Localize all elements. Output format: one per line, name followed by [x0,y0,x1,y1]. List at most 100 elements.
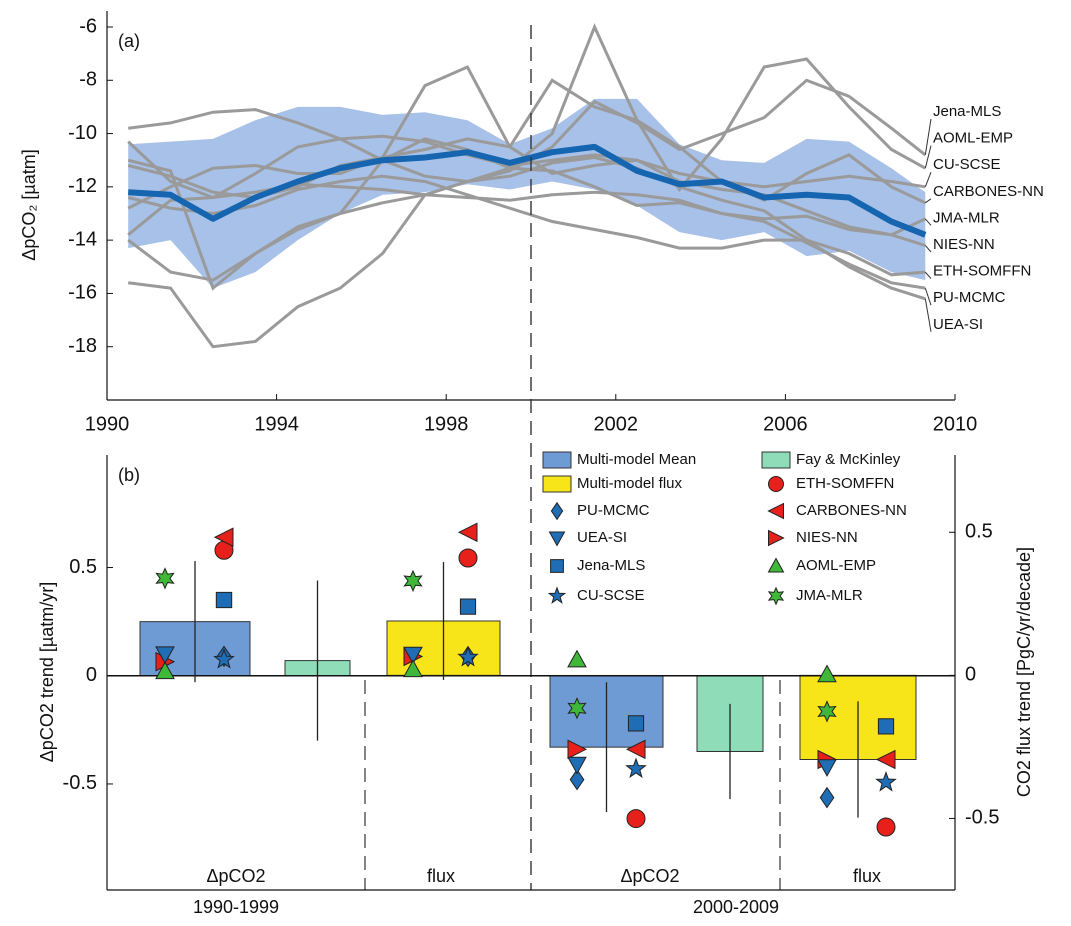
model-line [127,182,926,237]
y2-axis-label: CO2 flux trend [PgC/yr/decade] [1014,547,1034,797]
y-tick-label: -16 [68,282,97,304]
model-marker [817,700,837,723]
model-label: ETH-SOMFFN [933,263,1031,280]
x-tick-label: 1998 [424,413,469,435]
leader-line [924,218,932,226]
x-tick-label: 2010 [933,413,978,435]
model-marker [458,548,478,568]
model-marker [875,771,897,792]
y-tick-label: -12 [68,175,97,197]
x-tick-label: 2002 [594,413,639,435]
y2-tick-label: 0.5 [965,521,993,543]
legend-label: ETH-SOMFFN [796,475,894,492]
y-tick-label: -6 [79,15,97,37]
y-axis-label: ΔpCO₂ [µatm] [19,149,39,260]
legend-marker [768,476,784,492]
leader-line [924,118,932,155]
legend-marker [550,559,564,573]
y2-tick-label: 0 [965,664,976,686]
panel-label: (a) [118,31,140,51]
model-marker [625,739,646,760]
model-marker [457,522,478,543]
model-marker [626,809,646,829]
model-marker [215,591,233,609]
group-label: ΔpCO2 [206,866,265,886]
legend-label: PU-MCMC [577,502,650,519]
y-tick-label: -14 [68,228,97,250]
legend-swatch [542,451,572,469]
model-marker [569,768,585,791]
leader-line [924,271,932,279]
leader-line [924,172,932,188]
x-tick-label: 2006 [763,413,808,435]
model-label: CU-SCSE [933,156,1001,173]
model-label: CARBONES-NN [933,183,1044,200]
legend-marker [548,531,566,547]
model-label: Jena-MLS [933,103,1001,120]
legend-label: Multi-model Mean [577,451,696,468]
legend-label: Multi-model flux [577,475,683,492]
model-marker [567,756,587,775]
model-marker [567,649,587,668]
model-marker [213,648,235,669]
model-marker [567,697,587,720]
model-label: PU-MCMC [933,289,1006,306]
x-tick-label: 1994 [254,413,299,435]
legend-label: Jena-MLS [577,557,645,574]
legend-label: AOML-EMP [796,557,876,574]
model-marker [567,739,588,760]
y-tick-label: -8 [79,69,97,91]
group-label: flux [853,866,881,886]
legend-marker [767,586,785,606]
y2-tick-label: -0.5 [965,807,999,829]
model-marker [876,817,896,837]
model-marker [817,664,837,683]
model-label: UEA-SI [933,316,983,333]
leader-line [925,198,932,204]
group-label: flux [427,866,455,886]
legend-label: NIES-NN [796,529,858,546]
legend-marker [768,529,785,547]
legend-swatch [761,451,791,469]
model-marker [875,749,896,770]
legend-marker [547,586,567,604]
y-tick-label: 0.5 [69,556,97,578]
legend-label: JMA-MLR [796,587,863,604]
panel-label: (b) [118,465,140,485]
leader-line [924,287,932,306]
model-marker [457,645,479,667]
model-marker [403,659,423,678]
spread-band [128,98,926,289]
y-tick-label: -10 [68,122,97,144]
model-marker [403,646,423,665]
model-label: AOML-EMP [933,130,1013,147]
x-tick-label: 1990 [85,413,130,435]
model-marker [625,757,647,778]
group-label: ΔpCO2 [620,866,679,886]
model-marker [155,646,175,665]
legend-marker [550,501,564,521]
y-axis-label: ΔpCO2 trend [µatm/yr] [37,582,57,762]
model-marker [155,661,175,680]
leader-line [924,298,932,332]
leader-line [924,245,932,253]
legend-marker [767,502,784,520]
legend-swatch [542,475,572,493]
model-marker [403,569,423,593]
model-marker [459,598,477,615]
leader-line [924,145,932,169]
model-label: NIES-NN [933,236,995,253]
legend-label: CU-SCSE [577,587,645,604]
period-label: 1990-1999 [193,897,279,917]
model-marker [877,718,895,735]
y-tick-label: -0.5 [63,772,97,794]
model-marker [627,715,645,732]
y-tick-label: 0 [86,664,97,686]
legend-label: UEA-SI [577,529,627,546]
legend-label: CARBONES-NN [796,502,907,519]
legend-marker [767,557,785,573]
period-label: 2000-2009 [693,897,779,917]
model-marker [213,527,234,548]
model-label: JMA-MLR [933,209,1000,226]
